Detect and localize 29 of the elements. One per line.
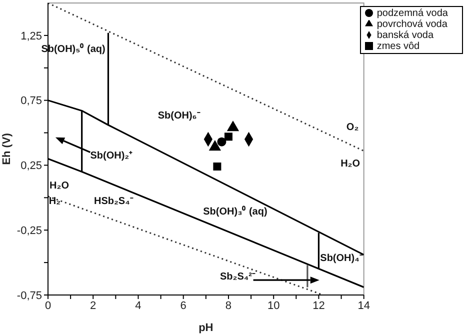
x-tick-label: 4 [135, 300, 142, 312]
x-tick-label: 0 [44, 300, 52, 312]
annotation: Sb(OH)₃⁰ (aq) [203, 205, 268, 218]
annotation: O₂ [346, 122, 359, 134]
legend-label: povrchová voda [376, 19, 448, 30]
annotation: Sb(OH)₆⁻ [158, 110, 201, 122]
y-tick-label: 0,25 [20, 160, 42, 172]
y-tick-label: 1,25 [20, 30, 42, 42]
x-axis-title: pH [198, 322, 214, 334]
annotation: Sb(OH)₄⁻ [320, 253, 364, 264]
x-tick-label: 2 [90, 300, 96, 312]
y-tick-label: 0,75 [20, 95, 42, 108]
x-tick-label: 14 [358, 300, 370, 312]
y-tick-label: -0,25 [16, 225, 42, 238]
annotation: H₂O [340, 158, 360, 170]
x-tick-label: 12 [312, 300, 325, 312]
annotation: HSb₂S₄⁻ [94, 196, 134, 208]
x-tick-label: 6 [180, 300, 186, 312]
legend-label: zmes vôd [376, 41, 420, 52]
y-axis-title: Eh (V) [0, 132, 13, 165]
legend-label: banská voda [376, 30, 434, 41]
annotation: H₂O [50, 180, 70, 192]
annotation: Sb(OH)₂⁺ [90, 150, 134, 162]
x-tick-label: 10 [267, 300, 280, 312]
x-tick-label: 8 [225, 300, 232, 312]
annotation: Sb₂S₄²⁻ [220, 271, 256, 282]
annotation: H₂ [48, 196, 61, 208]
y-tick-label: -0,75 [16, 290, 42, 302]
legend-label: podzemná voda [376, 8, 448, 19]
